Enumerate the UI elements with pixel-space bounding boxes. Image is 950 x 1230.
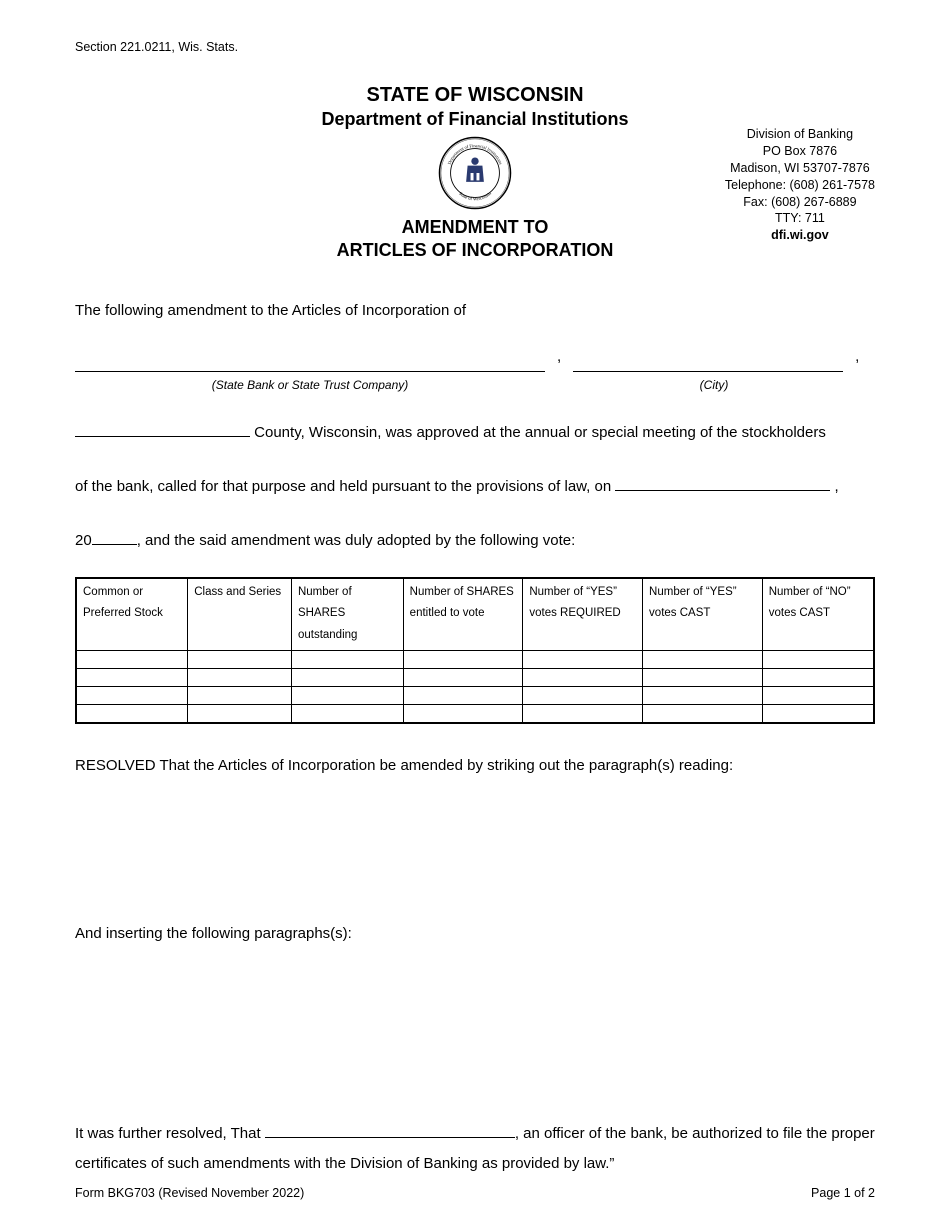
para1-mid: County, Wisconsin, was approved at the a… bbox=[250, 424, 826, 441]
vote-table-cell[interactable] bbox=[523, 651, 643, 669]
vote-table-cell[interactable] bbox=[643, 705, 763, 723]
contact-tty: TTY: 711 bbox=[725, 210, 875, 227]
vote-table-cell[interactable] bbox=[643, 687, 763, 705]
vote-table-cell[interactable] bbox=[291, 705, 403, 723]
vote-table-header-cell: Number of “YES” votes REQUIRED bbox=[523, 578, 643, 651]
header-block: STATE OF WISCONSIN Department of Financi… bbox=[75, 84, 875, 263]
body-text: The following amendment to the Articles … bbox=[75, 297, 875, 1179]
table-row bbox=[76, 705, 874, 723]
vote-table-cell[interactable] bbox=[403, 651, 523, 669]
svg-text:State of Wisconsin: State of Wisconsin bbox=[457, 191, 493, 202]
city-field[interactable] bbox=[573, 354, 843, 372]
fill-row-bank-city: , , bbox=[75, 343, 875, 372]
vote-table-cell[interactable] bbox=[523, 669, 643, 687]
vote-table-cell[interactable] bbox=[643, 651, 763, 669]
state-seal-icon: Department of Financial Institutions Sta… bbox=[438, 136, 512, 210]
vote-table-header-row: Common or Preferred StockClass and Serie… bbox=[76, 578, 874, 651]
vote-table-cell[interactable] bbox=[403, 705, 523, 723]
contact-telephone: Telephone: (608) 261-7578 bbox=[725, 177, 875, 194]
para2-suffix: , bbox=[830, 478, 838, 495]
county-field[interactable] bbox=[75, 419, 250, 437]
para-meeting-date: of the bank, called for that purpose and… bbox=[75, 469, 875, 505]
inserting-paragraph: And inserting the following paragraphs(s… bbox=[75, 920, 875, 949]
vote-table-cell[interactable] bbox=[291, 687, 403, 705]
contact-city: Madison, WI 53707-7876 bbox=[725, 160, 875, 177]
vote-table-cell[interactable] bbox=[403, 687, 523, 705]
table-row bbox=[76, 687, 874, 705]
vote-table-cell[interactable] bbox=[762, 705, 874, 723]
vote-table-cell[interactable] bbox=[403, 669, 523, 687]
vote-table-cell[interactable] bbox=[76, 705, 188, 723]
vote-table-cell[interactable] bbox=[188, 651, 292, 669]
page-footer: Form BKG703 (Revised November 2022) Page… bbox=[75, 1186, 875, 1200]
para2-pre: of the bank, called for that purpose and… bbox=[75, 478, 615, 495]
vote-table: Common or Preferred StockClass and Serie… bbox=[75, 577, 875, 724]
vote-table-cell[interactable] bbox=[76, 669, 188, 687]
vote-table-header-cell: Common or Preferred Stock bbox=[76, 578, 188, 651]
caption-spacer bbox=[555, 374, 569, 397]
vote-table-cell[interactable] bbox=[188, 669, 292, 687]
vote-table-cell[interactable] bbox=[188, 687, 292, 705]
year-field[interactable] bbox=[92, 527, 137, 545]
vote-table-cell[interactable] bbox=[523, 705, 643, 723]
vote-table-cell[interactable] bbox=[762, 669, 874, 687]
vote-table-cell[interactable] bbox=[291, 669, 403, 687]
officer-name-field[interactable] bbox=[265, 1120, 515, 1138]
vote-table-header-cell: Number of SHARES entitled to vote bbox=[403, 578, 523, 651]
contact-pobox: PO Box 7876 bbox=[725, 143, 875, 160]
contact-division: Division of Banking bbox=[725, 126, 875, 143]
vote-table-cell[interactable] bbox=[523, 687, 643, 705]
contact-block: Division of Banking PO Box 7876 Madison,… bbox=[725, 126, 875, 244]
statute-reference: Section 221.0211, Wis. Stats. bbox=[75, 40, 875, 54]
vote-table-cell[interactable] bbox=[762, 687, 874, 705]
caption-city: (City) bbox=[579, 374, 849, 397]
comma: , bbox=[853, 343, 861, 372]
resolved-paragraph: RESOLVED That the Articles of Incorporat… bbox=[75, 752, 875, 781]
form-id: Form BKG703 (Revised November 2022) bbox=[75, 1186, 304, 1200]
state-title: STATE OF WISCONSIN bbox=[75, 84, 875, 107]
vote-table-cell[interactable] bbox=[76, 687, 188, 705]
comma: , bbox=[555, 343, 563, 372]
vote-table-body bbox=[76, 651, 874, 723]
further-resolved-paragraph: It was further resolved, That , an offic… bbox=[75, 1119, 875, 1179]
page-number: Page 1 of 2 bbox=[811, 1186, 875, 1200]
vote-table-cell[interactable] bbox=[188, 705, 292, 723]
vote-table-header-cell: Number of “NO” votes CAST bbox=[762, 578, 874, 651]
vote-table-head: Common or Preferred StockClass and Serie… bbox=[76, 578, 874, 651]
date-field[interactable] bbox=[615, 473, 830, 491]
caption-row: (State Bank or State Trust Company) (Cit… bbox=[75, 374, 875, 397]
para-county: County, Wisconsin, was approved at the a… bbox=[75, 415, 875, 451]
bank-name-field[interactable] bbox=[75, 354, 545, 372]
contact-fax: Fax: (608) 267-6889 bbox=[725, 194, 875, 211]
vote-table-cell[interactable] bbox=[643, 669, 763, 687]
vote-table-header-cell: Class and Series bbox=[188, 578, 292, 651]
para3-mid: , and the said amendment was duly adopte… bbox=[137, 532, 576, 549]
caption-bank: (State Bank or State Trust Company) bbox=[75, 374, 545, 397]
contact-website: dfi.wi.gov bbox=[725, 227, 875, 244]
vote-table-cell[interactable] bbox=[762, 651, 874, 669]
intro-line: The following amendment to the Articles … bbox=[75, 297, 875, 326]
para-year-vote: 20 , and the said amendment was duly adop… bbox=[75, 523, 875, 559]
table-row bbox=[76, 651, 874, 669]
further-pre: It was further resolved, That bbox=[75, 1125, 265, 1142]
vote-table-cell[interactable] bbox=[291, 651, 403, 669]
vote-table-header-cell: Number of SHARES outstanding bbox=[291, 578, 403, 651]
vote-table-cell[interactable] bbox=[76, 651, 188, 669]
page-container: Section 221.0211, Wis. Stats. STATE OF W… bbox=[0, 0, 950, 1230]
para3-pre: 20 bbox=[75, 532, 92, 549]
table-row bbox=[76, 669, 874, 687]
vote-table-header-cell: Number of “YES” votes CAST bbox=[643, 578, 763, 651]
